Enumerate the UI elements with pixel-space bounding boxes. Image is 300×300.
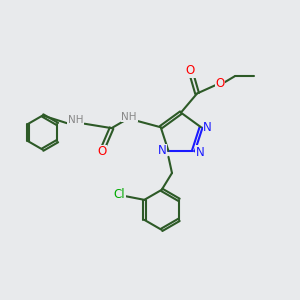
Text: N: N xyxy=(196,146,204,159)
Text: O: O xyxy=(215,77,225,90)
Text: NH: NH xyxy=(68,115,83,124)
Text: O: O xyxy=(97,146,106,158)
Text: N: N xyxy=(203,121,212,134)
Text: N: N xyxy=(158,145,166,158)
Text: NH: NH xyxy=(122,112,137,122)
Text: Cl: Cl xyxy=(114,188,125,201)
Text: O: O xyxy=(186,64,195,77)
